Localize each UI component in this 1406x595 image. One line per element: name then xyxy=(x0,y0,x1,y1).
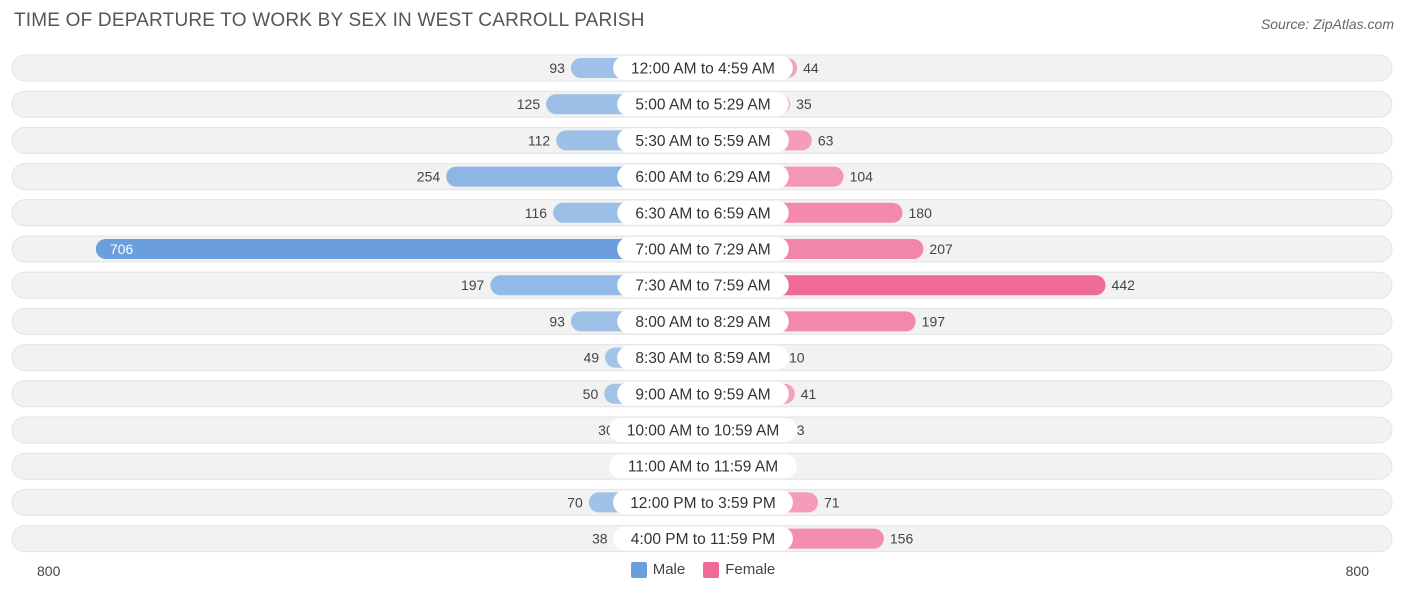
chart-title: TIME OF DEPARTURE TO WORK BY SEX IN WEST… xyxy=(14,10,645,31)
category-label: 7:00 AM to 7:29 AM xyxy=(635,242,770,259)
category-label: 4:00 PM to 11:59 PM xyxy=(631,531,775,548)
category-pill xyxy=(617,164,789,189)
legend-label-male: Male xyxy=(652,561,686,578)
legend: Male Female xyxy=(0,561,1406,578)
category-pill xyxy=(617,309,789,334)
legend-label-female: Female xyxy=(725,561,776,578)
value-label-female: 41 xyxy=(801,386,817,402)
category-pill xyxy=(617,273,789,298)
category-label: 7:30 AM to 7:59 AM xyxy=(635,278,770,295)
bar-female xyxy=(703,275,1106,296)
legend-item-female: Female xyxy=(703,561,775,578)
value-label-female: 35 xyxy=(796,96,812,112)
value-label-female: 63 xyxy=(818,132,834,148)
category-pill xyxy=(613,490,793,515)
category-label: 12:00 AM to 4:59 AM xyxy=(631,61,775,78)
category-label: 5:30 AM to 5:59 AM xyxy=(635,133,770,150)
category-pill xyxy=(613,526,793,551)
value-label-male: 38 xyxy=(592,531,608,547)
value-label-male: 49 xyxy=(583,350,599,366)
value-label-male: 125 xyxy=(517,96,541,112)
category-label: 6:00 AM to 6:29 AM xyxy=(635,169,770,186)
value-label-female: 156 xyxy=(890,531,914,547)
value-label-female: 44 xyxy=(803,60,819,76)
value-label-female: 442 xyxy=(1112,277,1136,293)
category-pill xyxy=(617,345,789,370)
category-label: 5:00 AM to 5:29 AM xyxy=(635,97,770,114)
category-pill xyxy=(617,200,789,225)
category-pill xyxy=(609,418,797,442)
value-label-male: 706 xyxy=(110,241,134,257)
category-label: 10:00 AM to 10:59 AM xyxy=(627,423,780,440)
value-label-male: 116 xyxy=(525,205,548,221)
value-label-female: 71 xyxy=(824,494,840,510)
value-label-female: 197 xyxy=(922,313,946,329)
axis-label-right: 800 xyxy=(1345,563,1369,579)
category-pill xyxy=(617,92,789,117)
value-label-male: 70 xyxy=(567,494,583,510)
category-label: 8:30 AM to 8:59 AM xyxy=(635,350,770,367)
value-label-male: 93 xyxy=(549,313,565,329)
source-note: Source: ZipAtlas.com xyxy=(1260,16,1394,32)
category-label: 6:30 AM to 6:59 AM xyxy=(635,205,770,222)
bar-male xyxy=(95,239,704,259)
category-label: 11:00 AM to 11:59 AM xyxy=(628,459,778,476)
category-label: 12:00 PM to 3:59 PM xyxy=(630,495,776,512)
value-label-female: 104 xyxy=(850,169,874,185)
category-pill xyxy=(617,128,789,153)
axis-label-left: 800 xyxy=(37,563,61,579)
value-label-female: 180 xyxy=(909,205,933,221)
category-pill xyxy=(609,454,797,479)
category-pill xyxy=(617,381,789,406)
value-label-female: 207 xyxy=(929,241,953,257)
category-label: 8:00 AM to 8:29 AM xyxy=(635,314,770,331)
category-pill xyxy=(617,237,789,261)
legend-item-male: Male xyxy=(630,561,686,578)
category-pill xyxy=(613,56,793,80)
legend-swatch-male xyxy=(630,561,647,578)
value-label-male: 197 xyxy=(461,277,485,293)
value-label-male: 50 xyxy=(583,386,599,402)
value-label-female: 10 xyxy=(789,350,805,366)
value-label-male: 254 xyxy=(417,169,441,185)
legend-swatch-female xyxy=(703,561,720,578)
value-label-male: 93 xyxy=(549,60,565,76)
value-label-male: 112 xyxy=(528,132,551,148)
category-label: 9:00 AM to 9:59 AM xyxy=(635,386,770,403)
